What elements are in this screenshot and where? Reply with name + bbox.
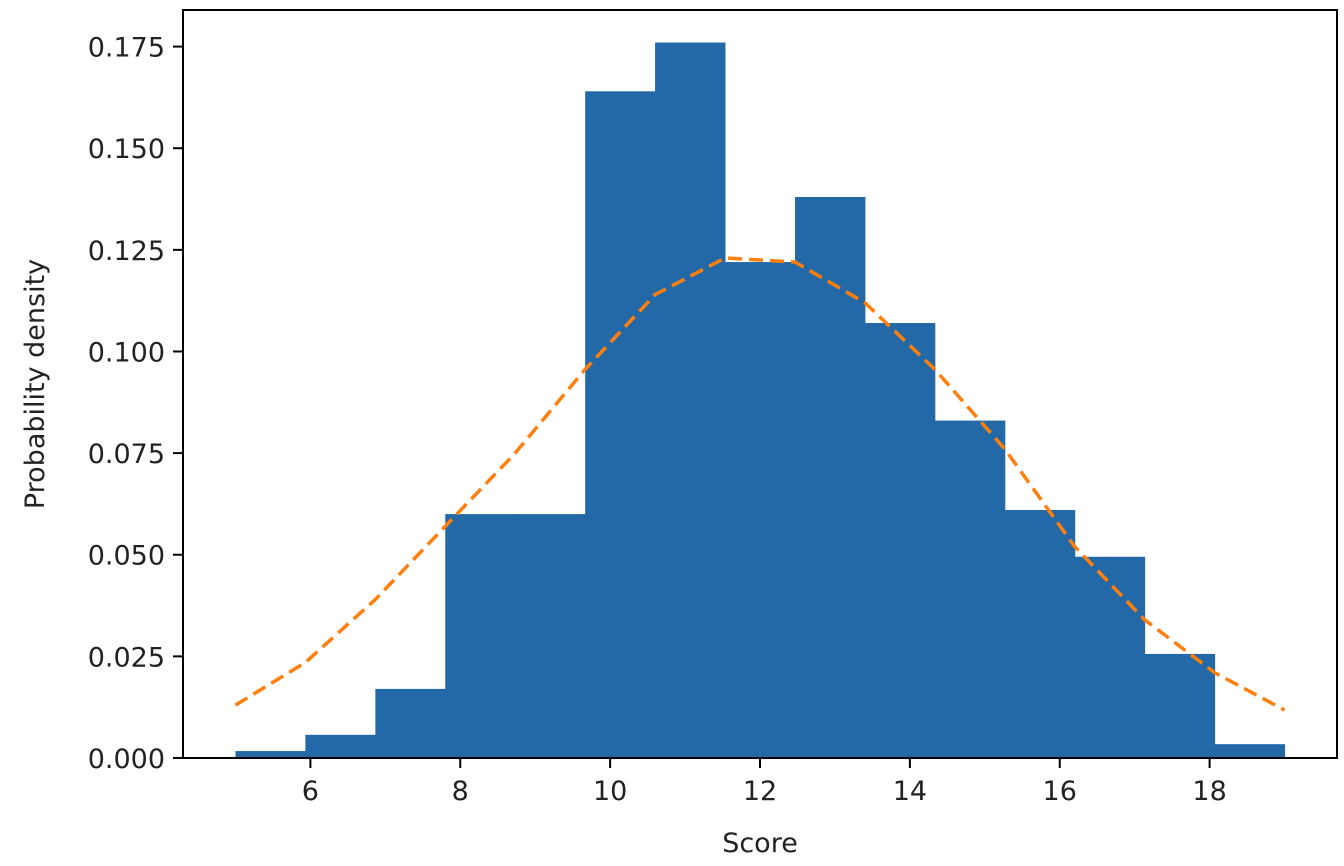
bar (1214, 744, 1286, 758)
x-tick-label: 18 (1192, 776, 1226, 807)
bar (725, 262, 796, 758)
x-tick-label: 10 (593, 776, 627, 807)
bar (445, 514, 516, 758)
y-tick-label: 0.050 (88, 541, 165, 572)
y-tick-label: 0.150 (88, 134, 165, 165)
x-tick-label: 12 (743, 776, 777, 807)
x-tick-label: 6 (302, 776, 319, 807)
y-tick-label: 0.175 (88, 33, 165, 64)
bar (934, 420, 1006, 758)
y-tick-label: 0.125 (88, 236, 165, 267)
y-axis-label: Probability density (20, 259, 51, 509)
x-tick-label: 16 (1043, 776, 1077, 807)
bar (1144, 653, 1216, 758)
bar (515, 514, 586, 758)
bar (1074, 556, 1146, 758)
y-tick-label: 0.075 (88, 439, 165, 470)
density-line (234, 256, 1286, 712)
bar (794, 197, 866, 758)
y-tick-label: 0.000 (88, 744, 165, 775)
y-tick-label: 0.100 (88, 337, 165, 368)
x-tick-label: 8 (452, 776, 469, 807)
x-axis-label: Score (722, 828, 798, 859)
bar (1004, 510, 1076, 758)
bar (585, 91, 656, 759)
bar (864, 323, 936, 758)
bar (305, 734, 376, 758)
bar (235, 751, 306, 758)
x-tick-label: 14 (893, 776, 927, 807)
bar (655, 42, 726, 759)
bar (375, 688, 446, 758)
y-tick-label: 0.025 (88, 642, 165, 673)
